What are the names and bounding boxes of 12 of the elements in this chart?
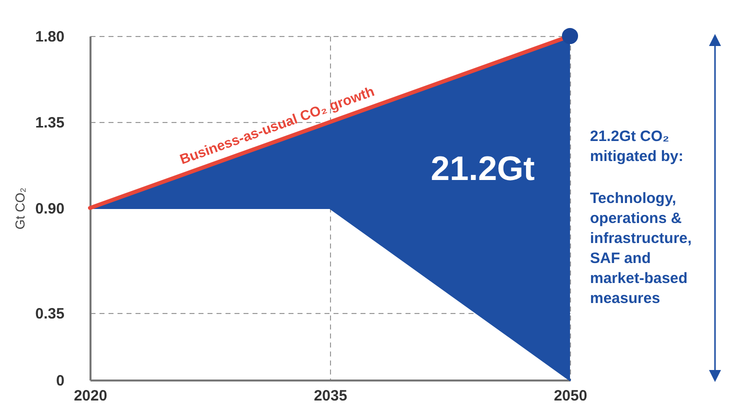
y-tick-label: 0.35 bbox=[35, 306, 64, 323]
text: Technology, operations & infrastructure, SAF and market-based measures bbox=[590, 190, 692, 307]
y-tick-label: 1.35 bbox=[35, 114, 64, 132]
x-tick-label: 2020 bbox=[74, 388, 108, 404]
annotation: 21.2Gt bbox=[430, 150, 535, 188]
y-tick-label: 1.80 bbox=[35, 28, 64, 46]
text: 21.2Gt CO₂ mitigated by: bbox=[590, 128, 684, 165]
y-tick-label: 0.90 bbox=[35, 200, 64, 218]
y-tick-label: 0 bbox=[56, 372, 64, 390]
x-tick-label: 2050 bbox=[554, 388, 588, 404]
y-axis-title: Gt CO₂ bbox=[12, 188, 28, 230]
x-tick-label: 2035 bbox=[314, 388, 348, 404]
